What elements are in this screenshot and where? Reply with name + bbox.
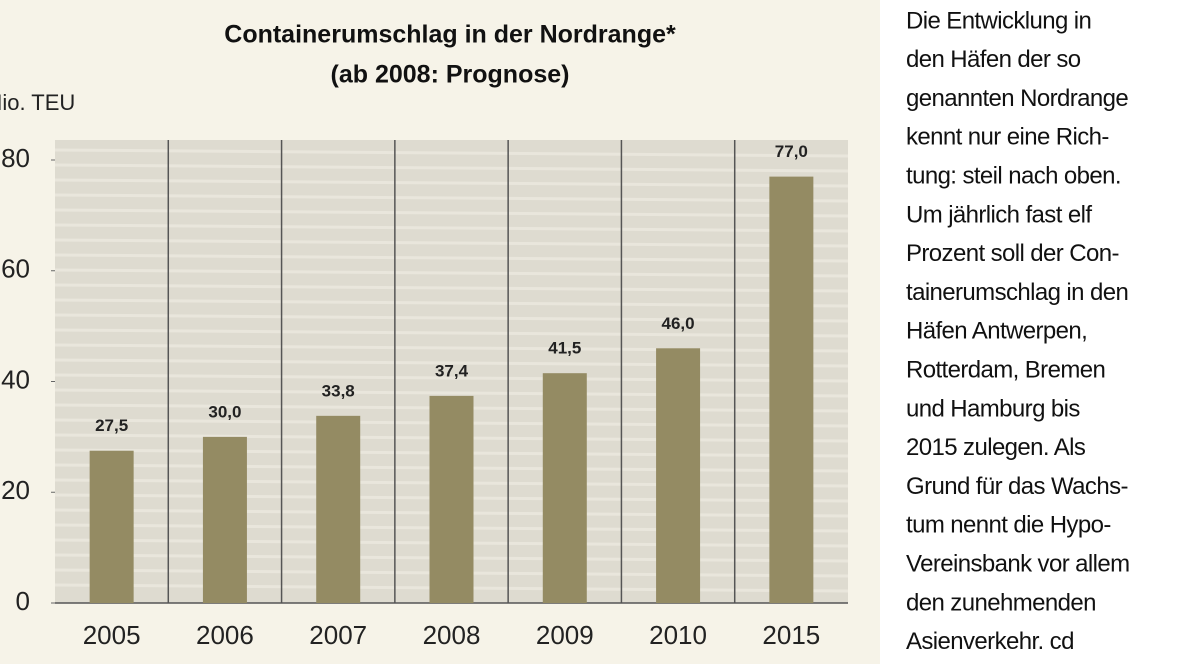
- texture-line: [54, 388, 849, 398]
- texture-line: [54, 163, 849, 173]
- sidebar-line: tum nennt die Hypo-: [906, 512, 1111, 539]
- sidebar-line: tainerumschlag in den: [906, 279, 1128, 306]
- value-label: 30,0: [208, 402, 241, 421]
- sidebar-line: Prozent soll der Con-: [906, 240, 1119, 267]
- bar: [542, 373, 587, 603]
- texture-line: [54, 208, 849, 218]
- sidebar-line: Asienverkehr. cd: [906, 628, 1074, 655]
- texture-line: [54, 313, 849, 323]
- bar: [202, 436, 247, 603]
- chart-title: Containerumschlag in der Nordrange*: [224, 21, 676, 49]
- texture-line: [54, 298, 849, 308]
- bar: [89, 450, 134, 603]
- texture-line: [54, 178, 849, 188]
- sidebar-panel: [880, 0, 1180, 664]
- value-label: 33,8: [322, 381, 355, 400]
- texture-line: [54, 193, 849, 203]
- sidebar-line: Rotterdam, Bremen: [906, 357, 1105, 384]
- sidebar-line: Vereinsbank vor allem: [906, 551, 1130, 578]
- bar: [316, 415, 361, 603]
- x-tick-label: 2005: [83, 620, 141, 650]
- sidebar-line: den Häfen der so: [906, 46, 1081, 73]
- texture-line: [54, 328, 849, 338]
- texture-line: [54, 223, 849, 233]
- sidebar-line: Um jährlich fast elf: [906, 201, 1092, 228]
- texture-line: [54, 343, 849, 353]
- chart-subtitle: (ab 2008: Prognose): [331, 61, 570, 89]
- value-label: 77,0: [775, 142, 808, 161]
- sidebar-line: den zunehmenden: [906, 589, 1096, 616]
- x-tick-label: 2008: [423, 620, 481, 650]
- y-tick-label: 40: [1, 364, 30, 394]
- y-tick-label: 0: [16, 586, 30, 616]
- sidebar-line: Häfen Antwerpen,: [906, 318, 1087, 345]
- bar: [769, 176, 814, 604]
- y-tick-label: 60: [1, 254, 30, 284]
- texture-line: [54, 373, 849, 383]
- sidebar-line: Grund für das Wachs-: [906, 473, 1128, 500]
- value-label: 37,4: [435, 361, 469, 380]
- texture-line: [54, 358, 849, 368]
- value-label: 41,5: [548, 339, 581, 358]
- bar: [429, 395, 474, 603]
- sidebar-line: 2015 zulegen. Als: [906, 434, 1086, 461]
- bar: [656, 348, 701, 603]
- texture-line: [54, 268, 849, 278]
- texture-line: [54, 148, 849, 158]
- value-label: 27,5: [95, 416, 128, 435]
- x-tick-label: 2006: [196, 620, 254, 650]
- sidebar-line: kennt nur eine Rich-: [906, 124, 1109, 151]
- sidebar-line: genannten Nordrange: [906, 85, 1128, 112]
- y-tick-label: 80: [1, 143, 30, 173]
- value-label: 46,0: [662, 314, 695, 333]
- x-tick-label: 2009: [536, 620, 594, 650]
- sidebar-line: und Hamburg bis: [906, 395, 1080, 422]
- texture-line: [54, 283, 849, 293]
- texture-line: [54, 253, 849, 263]
- texture-line: [54, 238, 849, 248]
- x-tick-label: 2010: [649, 620, 707, 650]
- y-tick-label: 20: [1, 475, 30, 505]
- x-tick-label: 2015: [762, 620, 820, 650]
- sidebar-line: Die Entwicklung in: [906, 7, 1091, 34]
- sidebar-line: tung: steil nach oben.: [906, 163, 1121, 190]
- x-tick-label: 2007: [309, 620, 367, 650]
- y-axis-label: Mio. TEU: [0, 90, 75, 115]
